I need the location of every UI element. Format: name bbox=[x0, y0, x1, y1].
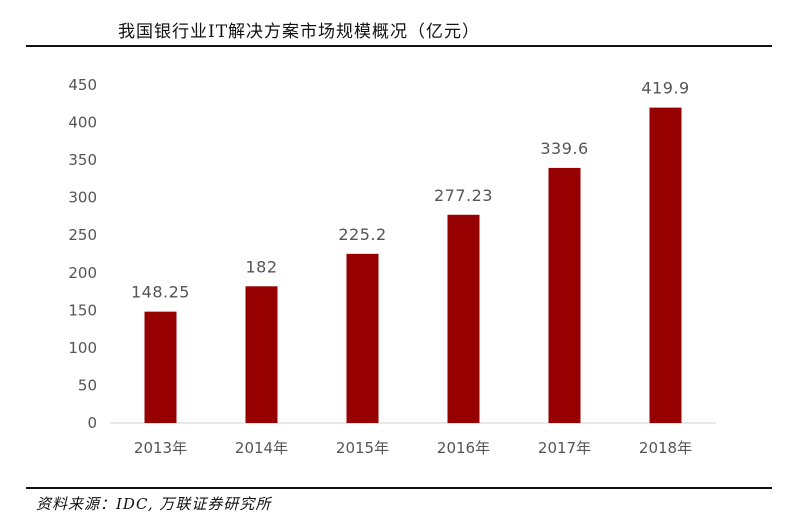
y-axis-ticks: 0 50 100 150 200 250 300 350 400 450 bbox=[68, 76, 97, 432]
data-label: 419.9 bbox=[641, 79, 689, 98]
bottom-rule bbox=[26, 487, 772, 489]
bar-2017年 bbox=[548, 167, 581, 423]
x-tick-label: 2014年 bbox=[235, 439, 288, 457]
x-tick-label: 2016年 bbox=[437, 439, 490, 457]
chart-title: 我国银行业IT解决方案市场规模概况（亿元） bbox=[118, 22, 481, 42]
x-tick-label: 2013年 bbox=[134, 439, 187, 457]
y-tick-label: 350 bbox=[68, 151, 97, 169]
x-tick-label: 2015年 bbox=[336, 439, 389, 457]
source-note: 资料来源：IDC, 万联证券研究所 bbox=[36, 495, 272, 513]
bar-2014年 bbox=[245, 286, 278, 423]
bar-2013年 bbox=[144, 311, 177, 423]
y-tick-label: 50 bbox=[78, 376, 97, 394]
x-tick-label: 2018年 bbox=[639, 439, 692, 457]
data-label: 225.2 bbox=[338, 225, 386, 244]
x-tick-label: 2017年 bbox=[538, 439, 591, 457]
y-tick-label: 250 bbox=[68, 226, 97, 244]
bar-2018年 bbox=[649, 107, 682, 423]
bar-2016年 bbox=[447, 214, 480, 423]
bars bbox=[144, 107, 682, 423]
x-axis-ticks: 2013年 2014年 2015年 2016年 2017年 2018年 bbox=[134, 439, 692, 457]
data-label: 182 bbox=[245, 257, 277, 276]
y-tick-label: 400 bbox=[68, 114, 97, 132]
y-tick-label: 0 bbox=[87, 414, 97, 432]
y-tick-label: 150 bbox=[68, 301, 97, 319]
bar-2015年 bbox=[346, 253, 379, 423]
data-label: 148.25 bbox=[131, 283, 190, 302]
y-tick-label: 100 bbox=[68, 339, 97, 357]
data-label: 277.23 bbox=[434, 186, 493, 205]
data-label: 339.6 bbox=[540, 139, 588, 158]
y-tick-label: 200 bbox=[68, 264, 97, 282]
y-tick-label: 300 bbox=[68, 189, 97, 207]
y-tick-label: 450 bbox=[68, 76, 97, 94]
data-labels: 148.25 182 225.2 277.23 339.6 419.9 bbox=[131, 79, 689, 302]
top-rule bbox=[26, 45, 772, 47]
